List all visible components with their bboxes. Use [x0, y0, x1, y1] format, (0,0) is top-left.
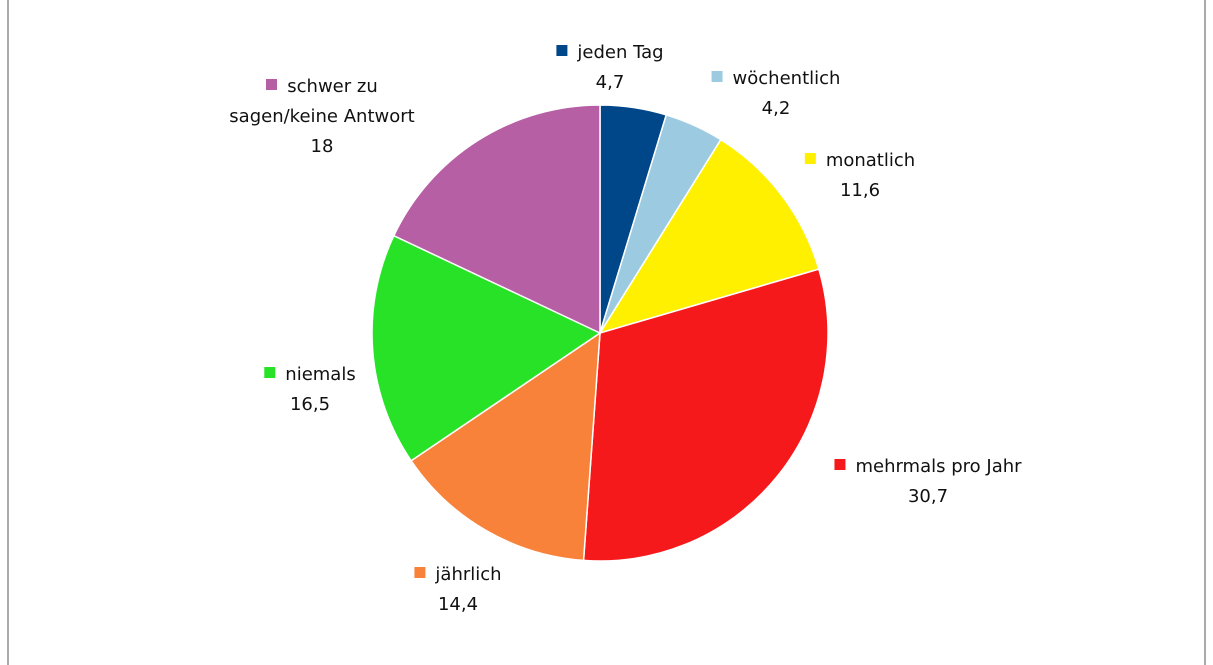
legend-line: monatlich: [804, 146, 916, 176]
legend-line: niemals: [264, 360, 356, 390]
value-label: 11,6: [839, 180, 881, 201]
category-name: schwer zu sagen/keine Antwort: [229, 76, 415, 127]
slice-label: jährlich 14,4: [414, 560, 502, 620]
legend-line: jeden Tag: [556, 38, 664, 68]
legend-swatch: [414, 567, 426, 578]
legend-swatch: [804, 153, 816, 164]
legend-swatch: [711, 71, 723, 82]
slice-label: niemals 16,5: [264, 360, 356, 420]
legend-line: jährlich: [414, 560, 502, 590]
value-label: 18: [310, 136, 334, 157]
category-name: mehrmals pro Jahr: [855, 456, 1022, 477]
pie-slice: [410, 331, 601, 562]
slice-label: jeden Tag 4,7: [556, 38, 664, 98]
legend-line: mehrmals pro Jahr: [834, 452, 1022, 482]
category-name: monatlich: [825, 150, 916, 171]
value-label: 14,4: [437, 594, 479, 615]
legend-swatch: [834, 459, 846, 470]
slice-label: schwer zu sagen/keine Antwort 18: [222, 72, 422, 162]
legend-line: schwer zu sagen/keine Antwort: [222, 72, 422, 132]
legend-swatch: [264, 367, 276, 378]
slice-label: monatlich 11,6: [804, 146, 916, 206]
value-label: 30,7: [907, 486, 949, 507]
value-label: 4,2: [761, 98, 791, 119]
value-label: 16,5: [289, 394, 331, 415]
legend-line: wöchentlich: [711, 64, 841, 94]
legend-swatch: [266, 79, 278, 90]
slice-label: wöchentlich 4,2: [711, 64, 841, 124]
legend-swatch: [556, 45, 568, 56]
frame: [7, 0, 1206, 665]
category-name: niemals: [285, 364, 356, 385]
pie-slice: [582, 268, 829, 562]
value-label: 4,7: [595, 72, 625, 93]
category-name: jährlich: [435, 564, 502, 585]
pie-slice: [371, 234, 602, 462]
category-name: wöchentlich: [732, 68, 841, 89]
category-name: jeden Tag: [577, 42, 664, 63]
pie-slice: [392, 104, 601, 335]
slice-label: mehrmals pro Jahr 30,7: [834, 452, 1022, 512]
